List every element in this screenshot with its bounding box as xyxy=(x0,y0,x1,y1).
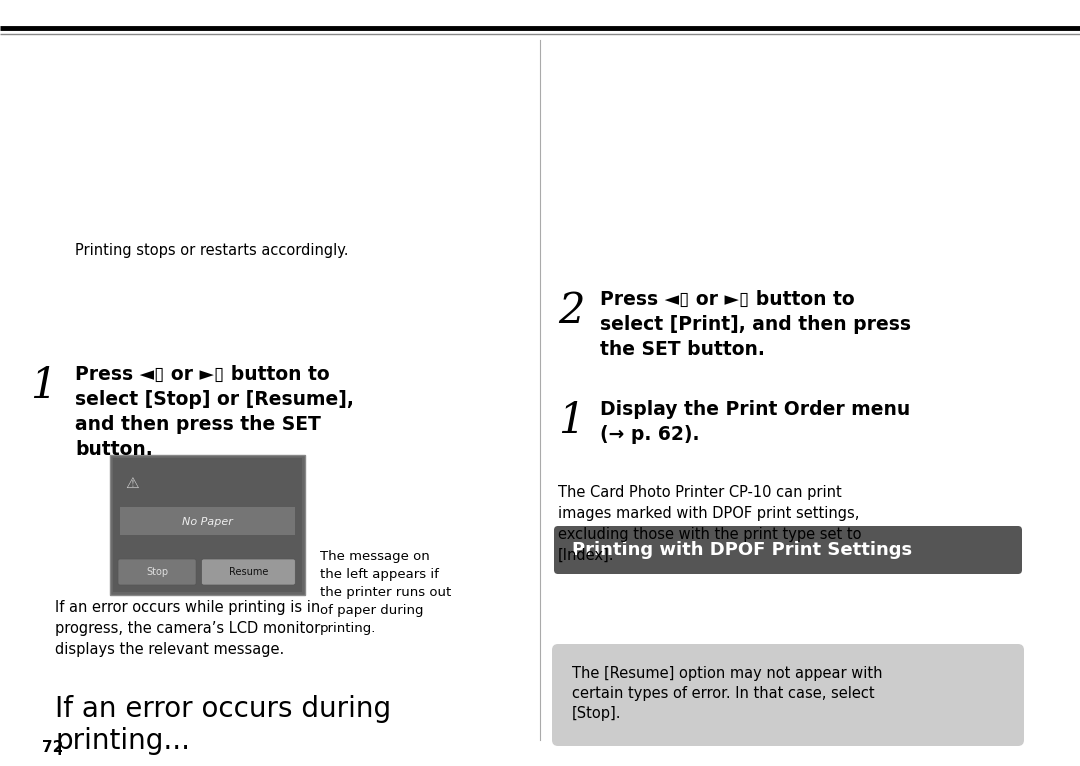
Text: 1: 1 xyxy=(558,400,584,442)
Text: Press ◄▯ or ►▯ button to
select [Print], and then press
the SET button.: Press ◄▯ or ►▯ button to select [Print],… xyxy=(600,290,912,359)
Bar xyxy=(110,455,305,595)
Text: Printing with DPOF Print Settings: Printing with DPOF Print Settings xyxy=(572,541,913,559)
Text: Resume: Resume xyxy=(229,567,268,577)
Text: Display the Print Order menu
(→ p. 62).: Display the Print Order menu (→ p. 62). xyxy=(600,400,910,444)
Text: Stop: Stop xyxy=(146,567,168,577)
Text: The message on
the left appears if
the printer runs out
of paper during
printing: The message on the left appears if the p… xyxy=(320,550,451,635)
FancyBboxPatch shape xyxy=(118,559,197,585)
Text: If an error occurs during
printing...: If an error occurs during printing... xyxy=(55,695,391,755)
Bar xyxy=(113,458,302,592)
Text: No Paper: No Paper xyxy=(183,517,233,527)
Text: 2: 2 xyxy=(558,290,584,332)
FancyBboxPatch shape xyxy=(552,644,1024,746)
Text: Printing stops or restarts accordingly.: Printing stops or restarts accordingly. xyxy=(75,243,349,258)
Text: ⚠: ⚠ xyxy=(125,476,139,490)
Text: Press ◄▯ or ►▯ button to
select [Stop] or [Resume],
and then press the SET
butto: Press ◄▯ or ►▯ button to select [Stop] o… xyxy=(75,365,354,459)
Text: 72: 72 xyxy=(42,740,64,755)
Text: The Card Photo Printer CP-10 can print
images marked with DPOF print settings,
e: The Card Photo Printer CP-10 can print i… xyxy=(558,485,862,563)
Text: 1: 1 xyxy=(30,365,56,407)
FancyBboxPatch shape xyxy=(202,559,295,585)
Bar xyxy=(120,507,295,535)
Text: The [Resume] option may not appear with
certain types of error. In that case, se: The [Resume] option may not appear with … xyxy=(572,666,882,721)
FancyBboxPatch shape xyxy=(554,526,1022,574)
Text: If an error occurs while printing is in
progress, the camera’s LCD monitor
displ: If an error occurs while printing is in … xyxy=(55,600,321,657)
